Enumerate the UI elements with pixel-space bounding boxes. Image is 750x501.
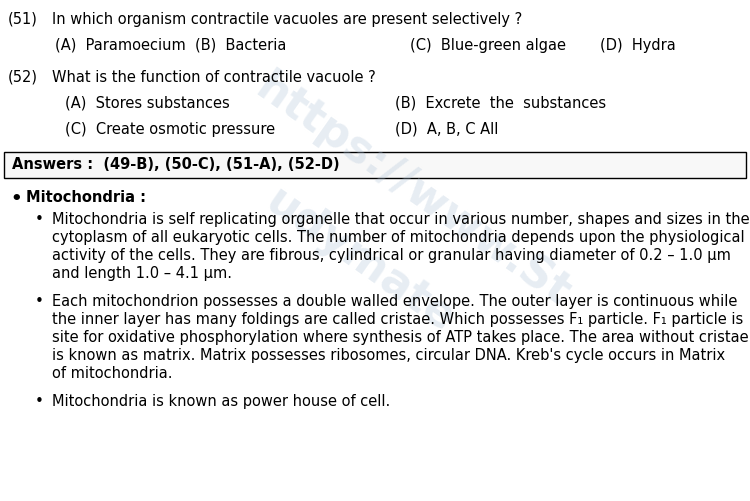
Text: site for oxidative phosphorylation where synthesis of ATP takes place. The area : site for oxidative phosphorylation where… bbox=[52, 330, 748, 345]
Text: (A)  Paramoecium: (A) Paramoecium bbox=[55, 38, 186, 53]
Text: the inner layer has many foldings are called cristae. Which possesses F₁ particl: the inner layer has many foldings are ca… bbox=[52, 312, 743, 327]
Bar bbox=[4, 152, 746, 178]
Text: udymate: udymate bbox=[257, 180, 463, 341]
Text: and length 1.0 – 4.1 μm.: and length 1.0 – 4.1 μm. bbox=[52, 266, 232, 281]
Text: •: • bbox=[35, 294, 44, 309]
Text: https://www.St: https://www.St bbox=[247, 66, 578, 315]
Text: (A)  Stores substances: (A) Stores substances bbox=[65, 96, 230, 111]
Text: (51): (51) bbox=[8, 12, 38, 27]
Text: (52): (52) bbox=[8, 70, 38, 85]
Text: Mitochondria is self replicating organelle that occur in various number, shapes : Mitochondria is self replicating organel… bbox=[52, 212, 750, 227]
Text: Each mitochondrion possesses a double walled envelope. The outer layer is contin: Each mitochondrion possesses a double wa… bbox=[52, 294, 737, 309]
Text: is known as matrix. Matrix possesses ribosomes, circular DNA. Kreb's cycle occur: is known as matrix. Matrix possesses rib… bbox=[52, 348, 725, 363]
Text: •: • bbox=[10, 190, 22, 208]
Text: Mitochondria is known as power house of cell.: Mitochondria is known as power house of … bbox=[52, 394, 390, 409]
Text: (B)  Bacteria: (B) Bacteria bbox=[195, 38, 286, 53]
Text: Mitochondria :: Mitochondria : bbox=[26, 190, 146, 205]
Text: (B)  Excrete  the  substances: (B) Excrete the substances bbox=[395, 96, 606, 111]
Text: What is the function of contractile vacuole ?: What is the function of contractile vacu… bbox=[52, 70, 376, 85]
Text: (D)  A, B, C All: (D) A, B, C All bbox=[395, 122, 498, 137]
Text: of mitochondria.: of mitochondria. bbox=[52, 366, 172, 381]
Text: •: • bbox=[35, 212, 44, 227]
Text: (C)  Create osmotic pressure: (C) Create osmotic pressure bbox=[65, 122, 275, 137]
Text: (D)  Hydra: (D) Hydra bbox=[600, 38, 676, 53]
Text: (C)  Blue-green algae: (C) Blue-green algae bbox=[410, 38, 566, 53]
Text: Answers :  (49-B), (50-C), (51-A), (52-D): Answers : (49-B), (50-C), (51-A), (52-D) bbox=[12, 157, 340, 172]
Text: activity of the cells. They are fibrous, cylindrical or granular having diameter: activity of the cells. They are fibrous,… bbox=[52, 248, 730, 263]
Text: In which organism contractile vacuoles are present selectively ?: In which organism contractile vacuoles a… bbox=[52, 12, 522, 27]
Text: cytoplasm of all eukaryotic cells. The number of mitochondria depends upon the p: cytoplasm of all eukaryotic cells. The n… bbox=[52, 230, 745, 245]
Text: •: • bbox=[35, 394, 44, 409]
